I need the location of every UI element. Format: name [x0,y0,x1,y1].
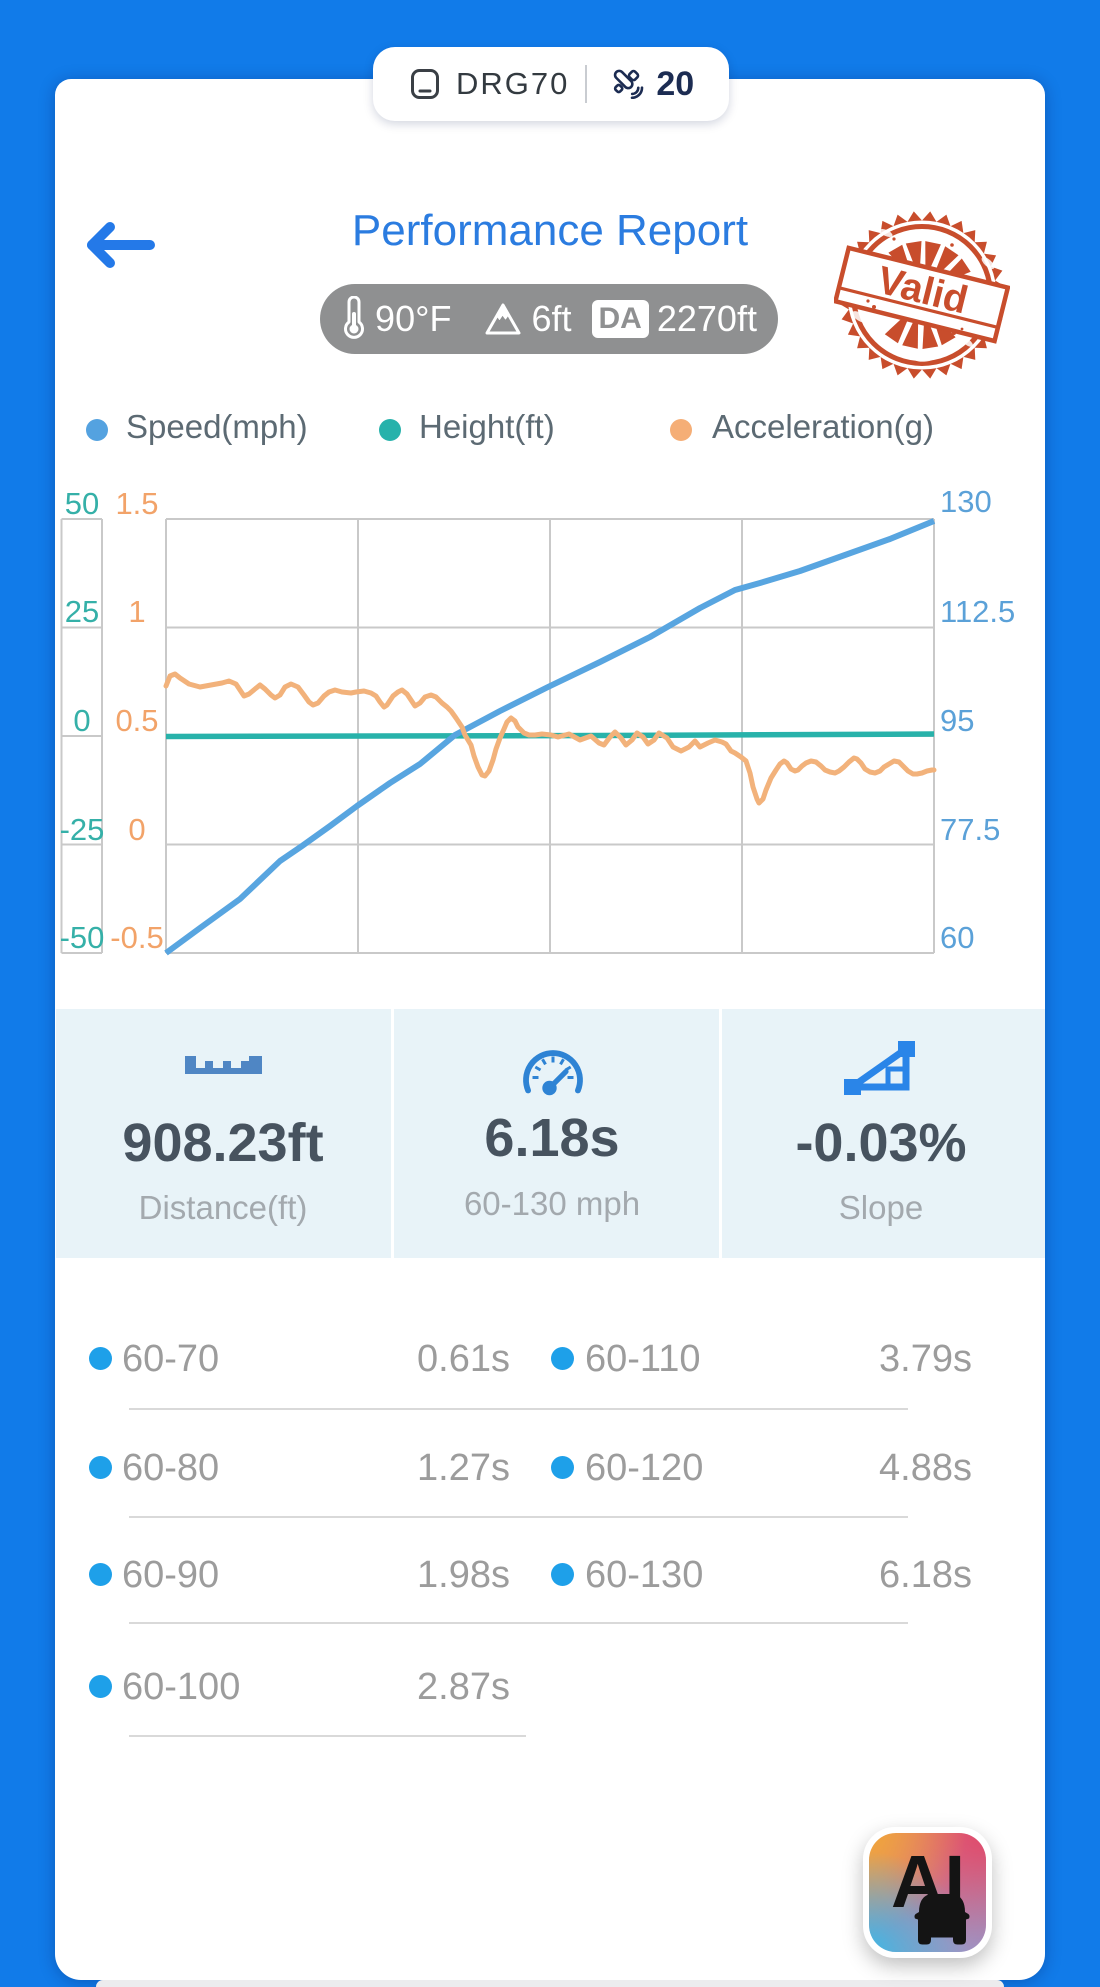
svg-text:60: 60 [940,920,974,955]
svg-text:-25: -25 [60,812,105,847]
svg-text:0: 0 [128,812,145,847]
svg-text:1: 1 [128,594,145,629]
svg-text:77.5: 77.5 [940,812,1000,847]
svg-text:-50: -50 [60,920,105,955]
svg-text:25: 25 [65,594,99,629]
svg-text:130: 130 [940,484,992,519]
svg-text:-0.5: -0.5 [110,920,163,955]
svg-text:1.5: 1.5 [115,486,158,521]
svg-text:50: 50 [65,486,99,521]
svg-text:0.5: 0.5 [115,703,158,738]
svg-text:112.5: 112.5 [940,594,1015,629]
svg-text:95: 95 [940,703,974,738]
svg-text:0: 0 [73,703,90,738]
